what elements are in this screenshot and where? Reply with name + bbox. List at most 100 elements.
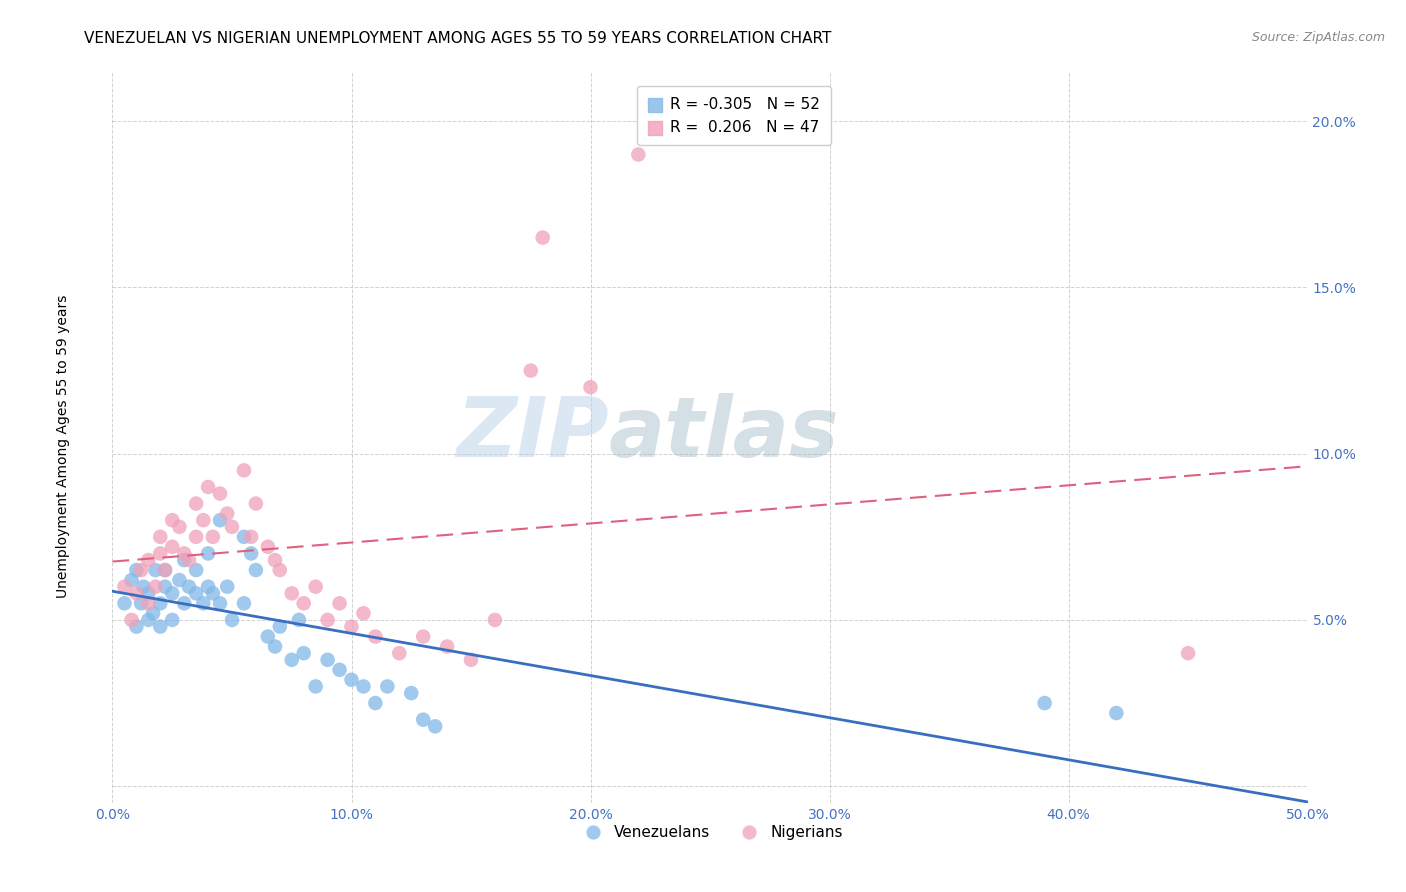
Point [201, 530, 224, 544]
Point [201, 586, 224, 600]
Point [292, 646, 315, 660]
Text: ZIP: ZIP [456, 392, 609, 474]
Point [209, 596, 232, 610]
Point [186, 563, 208, 577]
Point [114, 580, 135, 594]
Point [531, 230, 554, 244]
Point [132, 580, 155, 594]
Point [138, 586, 160, 600]
Point [125, 619, 148, 633]
Point [209, 513, 232, 527]
Point [1105, 706, 1128, 720]
Point [177, 553, 200, 567]
Point [197, 580, 219, 594]
Point [257, 540, 280, 554]
Point [257, 630, 280, 644]
Point [186, 586, 208, 600]
Point [173, 596, 195, 610]
Point [240, 530, 263, 544]
Point [352, 680, 374, 694]
Point [329, 663, 352, 677]
Point [401, 686, 423, 700]
Point [145, 580, 167, 594]
Point [388, 646, 411, 660]
Point [340, 673, 363, 687]
Point [281, 653, 304, 667]
Point [377, 680, 399, 694]
Point [316, 613, 339, 627]
Point [264, 553, 287, 567]
Point [138, 613, 160, 627]
Point [153, 563, 176, 577]
Point [221, 613, 243, 627]
Point [281, 586, 304, 600]
Text: atlas: atlas [609, 392, 839, 474]
Legend: Venezuelans, Nigerians: Venezuelans, Nigerians [571, 819, 849, 847]
Point [149, 530, 172, 544]
Point [245, 563, 267, 577]
Point [177, 580, 200, 594]
Point [233, 463, 256, 477]
Point [412, 713, 434, 727]
Point [197, 546, 219, 560]
Point [316, 653, 339, 667]
Point [217, 507, 239, 521]
Point [149, 596, 172, 610]
Point [245, 497, 267, 511]
Point [579, 380, 602, 394]
Point [145, 563, 167, 577]
Point [233, 530, 256, 544]
Point [138, 553, 160, 567]
Point [186, 497, 208, 511]
Point [169, 573, 191, 587]
Point [153, 580, 176, 594]
Point [412, 630, 434, 644]
Point [221, 520, 243, 534]
Point [162, 540, 183, 554]
Point [193, 513, 215, 527]
Text: VENEZUELAN VS NIGERIAN UNEMPLOYMENT AMONG AGES 55 TO 59 YEARS CORRELATION CHART: VENEZUELAN VS NIGERIAN UNEMPLOYMENT AMON… [84, 31, 832, 46]
Point [233, 596, 256, 610]
Point [305, 680, 328, 694]
Point [153, 563, 176, 577]
Point [329, 596, 352, 610]
Point [129, 563, 152, 577]
Point [269, 619, 291, 633]
Point [460, 653, 482, 667]
Point [264, 640, 287, 654]
Point [149, 619, 172, 633]
Point [520, 363, 543, 377]
Point [162, 586, 183, 600]
Point [193, 596, 215, 610]
Point [125, 563, 148, 577]
Point [240, 546, 263, 560]
Point [484, 613, 506, 627]
Point [121, 613, 143, 627]
Point [288, 613, 311, 627]
Point [292, 596, 315, 610]
Point [209, 486, 232, 500]
Point [425, 719, 447, 733]
Point [364, 630, 387, 644]
Point [162, 513, 183, 527]
Point [364, 696, 387, 710]
Point [1177, 646, 1199, 660]
Point [129, 596, 152, 610]
Point [340, 619, 363, 633]
Point [173, 546, 195, 560]
Point [269, 563, 291, 577]
Point [125, 586, 148, 600]
Point [352, 607, 374, 621]
Point [217, 580, 239, 594]
Point [197, 480, 219, 494]
Point [149, 546, 172, 560]
Point [173, 553, 195, 567]
Point [114, 596, 135, 610]
Point [186, 530, 208, 544]
Point [436, 640, 458, 654]
Point [138, 596, 160, 610]
Point [1033, 696, 1056, 710]
Point [142, 607, 165, 621]
Point [305, 580, 328, 594]
Text: Source: ZipAtlas.com: Source: ZipAtlas.com [1251, 31, 1385, 45]
